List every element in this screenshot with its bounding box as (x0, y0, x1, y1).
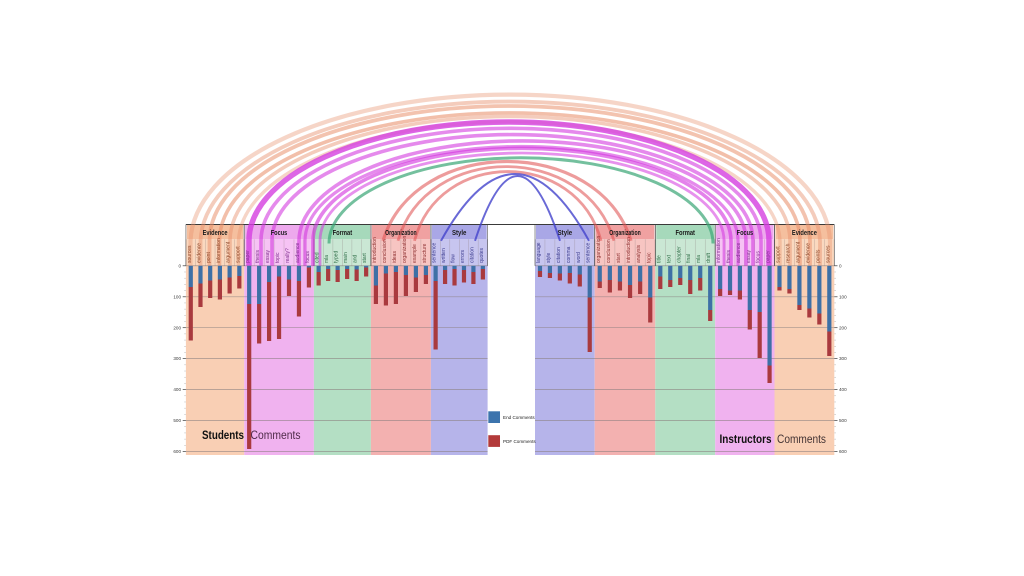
svg-text:200: 200 (839, 325, 847, 330)
svg-text:essay: essay (265, 249, 271, 263)
svg-text:sources: sources (825, 245, 831, 263)
svg-text:argument: argument (226, 241, 232, 263)
svg-text:chapter: chapter (676, 246, 682, 263)
svg-text:audience: audience (295, 242, 301, 263)
svg-text:Instructors: Instructors (720, 432, 772, 446)
svg-text:draft: draft (706, 252, 712, 263)
svg-text:really?: really? (285, 248, 291, 263)
svg-text:structure: structure (422, 243, 428, 263)
svg-text:ideas: ideas (392, 251, 398, 263)
svg-text:organization: organization (596, 236, 602, 263)
svg-text:typed: typed (334, 251, 340, 263)
svg-text:style: style (546, 253, 552, 264)
svg-text:research: research (785, 243, 791, 263)
svg-text:audience: audience (736, 242, 742, 263)
svg-text:points: points (815, 249, 821, 263)
svg-text:citation: citation (469, 247, 475, 263)
svg-text:0: 0 (839, 263, 842, 268)
svg-text:and: and (353, 254, 359, 263)
svg-text:introduction: introduction (372, 237, 378, 263)
svg-text:Comments: Comments (777, 432, 826, 446)
svg-text:300: 300 (173, 356, 181, 361)
svg-text:End Comments: End Comments (503, 415, 535, 420)
svg-text:argument: argument (795, 241, 801, 263)
svg-text:support: support (235, 246, 241, 263)
svg-text:evidence: evidence (196, 243, 202, 263)
svg-text:paper: paper (245, 250, 251, 263)
svg-text:essay: essay (746, 249, 752, 263)
svg-text:Comments: Comments (251, 428, 301, 442)
svg-text:focus: focus (305, 251, 311, 263)
svg-text:sentence: sentence (432, 242, 438, 263)
svg-text:analysis: analysis (636, 244, 642, 263)
svg-text:Organization: Organization (385, 228, 417, 237)
svg-text:200: 200 (173, 325, 181, 330)
svg-text:text: text (666, 254, 672, 263)
svg-text:mla: mla (324, 255, 330, 263)
svg-text:Format: Format (675, 228, 695, 237)
svg-text:errors: errors (460, 249, 466, 263)
svg-text:written: written (441, 248, 447, 263)
svg-text:sentence: sentence (586, 242, 592, 263)
svg-text:Organization: Organization (609, 228, 641, 237)
svg-text:0: 0 (178, 263, 181, 268)
svg-text:100: 100 (173, 294, 181, 299)
svg-text:start: start (362, 253, 368, 263)
svg-text:information: information (216, 238, 222, 263)
svg-text:thesis: thesis (726, 249, 732, 263)
svg-text:paper: paper (766, 250, 772, 263)
svg-text:organization: organization (402, 236, 408, 263)
svg-text:thesis: thesis (255, 249, 261, 263)
svg-text:Focus: Focus (271, 228, 288, 237)
svg-text:word: word (576, 252, 582, 263)
svg-text:citation: citation (556, 247, 562, 263)
svg-text:400: 400 (839, 387, 847, 392)
svg-text:evidence: evidence (805, 243, 811, 263)
svg-text:100: 100 (839, 294, 847, 299)
svg-text:conclusion: conclusion (606, 239, 612, 263)
svg-text:cited: cited (315, 252, 321, 263)
svg-text:topic: topic (275, 252, 281, 263)
svg-text:information: information (716, 238, 722, 263)
svg-text:quotes: quotes (479, 247, 485, 263)
svg-text:PDF Comments: PDF Comments (503, 439, 536, 444)
svg-text:comma: comma (566, 246, 572, 263)
svg-text:final: final (686, 254, 692, 263)
svg-text:500: 500 (173, 418, 181, 423)
svg-text:topic: topic (646, 252, 652, 263)
svg-text:introduction: introduction (626, 237, 632, 263)
svg-text:Evidence: Evidence (792, 228, 817, 237)
svg-text:Focus: Focus (737, 228, 754, 237)
svg-text:Students: Students (202, 428, 244, 442)
svg-text:sources: sources (187, 245, 193, 263)
svg-text:support: support (775, 246, 781, 263)
svg-text:400: 400 (173, 387, 181, 392)
svg-text:500: 500 (839, 418, 847, 423)
svg-text:language: language (536, 242, 542, 263)
svg-text:600: 600 (173, 449, 181, 454)
svg-text:focus: focus (756, 251, 762, 263)
svg-text:start: start (616, 253, 622, 263)
svg-text:main: main (343, 252, 349, 263)
svg-text:conclusion: conclusion (382, 239, 388, 263)
svg-text:Style: Style (558, 228, 573, 237)
svg-text:mla: mla (696, 255, 702, 263)
svg-text:example: example (412, 244, 418, 263)
svg-text:title: title (656, 255, 662, 263)
svg-text:Format: Format (333, 228, 353, 237)
svg-text:flow: flow (451, 254, 457, 263)
svg-text:Style: Style (452, 228, 467, 237)
svg-text:point: point (206, 252, 212, 263)
svg-text:600: 600 (839, 449, 847, 454)
svg-text:300: 300 (839, 356, 847, 361)
svg-text:Evidence: Evidence (203, 228, 228, 237)
